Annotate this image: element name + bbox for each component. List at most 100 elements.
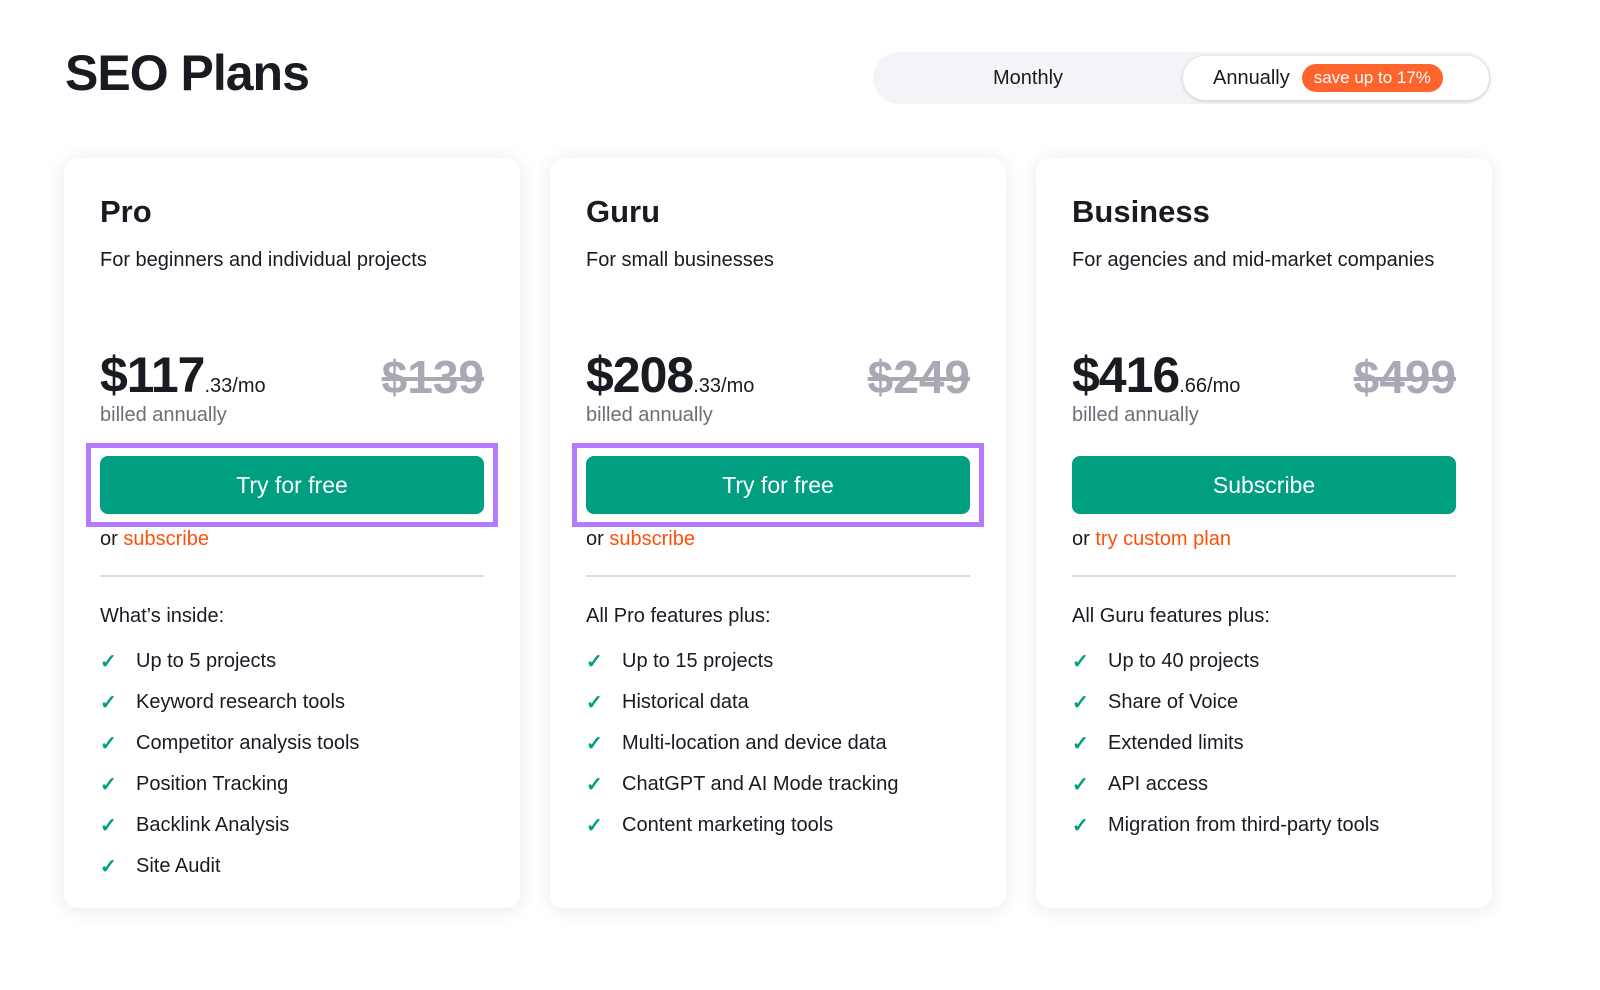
- price: $416.66/mo: [1072, 347, 1240, 403]
- feature-label: Competitor analysis tools: [136, 732, 360, 754]
- alt-link[interactable]: subscribe: [609, 528, 695, 550]
- old-price: $249: [867, 351, 970, 403]
- or-text: or: [1072, 528, 1090, 550]
- feature-label: Up to 40 projects: [1108, 650, 1260, 672]
- feature-label: Content marketing tools: [622, 814, 834, 836]
- check-icon: ✓: [100, 815, 117, 837]
- feature-label: Site Audit: [136, 855, 221, 877]
- feature-label: Backlink Analysis: [136, 814, 290, 836]
- check-icon: ✓: [1072, 692, 1089, 714]
- divider: [100, 575, 484, 577]
- alt-option: or try custom plan: [1072, 528, 1456, 551]
- plan-card-business: Business For agencies and mid-market com…: [1036, 158, 1492, 908]
- toggle-monthly[interactable]: Monthly: [992, 67, 1064, 89]
- features-heading: All Pro features plus:: [586, 605, 771, 627]
- price-row: $416.66/mo $499: [1072, 346, 1456, 406]
- plan-card-guru: Guru For small businesses $208.33/mo $24…: [550, 158, 1006, 908]
- alt-option: or subscribe: [100, 528, 484, 551]
- plan-description: For beginners and individual projects: [100, 249, 427, 271]
- or-text: or: [100, 528, 118, 550]
- page-title: SEO Plans: [65, 45, 310, 101]
- feature-item: ✓ Up to 40 projects: [1072, 641, 1456, 682]
- billing-toggle: Monthly Annually save up to 17%: [873, 52, 1491, 104]
- price-cents: .33/mo: [204, 375, 266, 397]
- price: $208.33/mo: [586, 347, 754, 403]
- features-heading: What’s inside:: [100, 605, 225, 627]
- plan-cta-button[interactable]: Try for free: [586, 456, 970, 514]
- feature-item: ✓ Extended limits: [1072, 723, 1456, 764]
- plan-name: Guru: [586, 194, 661, 229]
- highlight-box: [86, 443, 498, 527]
- feature-label: ChatGPT and AI Mode tracking: [622, 773, 899, 795]
- check-icon: ✓: [586, 651, 603, 673]
- check-icon: ✓: [586, 774, 603, 796]
- price-row: $117.33/mo $139: [100, 346, 484, 406]
- feature-label: Share of Voice: [1108, 691, 1239, 713]
- toggle-annually[interactable]: Annually save up to 17%: [1183, 56, 1489, 100]
- price-cents: .33/mo: [693, 375, 755, 397]
- feature-label: Position Tracking: [136, 773, 289, 795]
- plan-description: For agencies and mid-market companies: [1072, 249, 1435, 271]
- plan-name: Business: [1072, 194, 1210, 229]
- feature-item: ✓ Multi-location and device data: [586, 723, 970, 764]
- check-icon: ✓: [1072, 651, 1089, 673]
- check-icon: ✓: [1072, 815, 1089, 837]
- check-icon: ✓: [1072, 774, 1089, 796]
- price: $117.33/mo: [100, 347, 266, 403]
- feature-item: ✓ Share of Voice: [1072, 682, 1456, 723]
- feature-label: Historical data: [622, 691, 749, 713]
- feature-item: ✓ Historical data: [586, 682, 970, 723]
- plan-cta-button[interactable]: Subscribe: [1072, 456, 1456, 514]
- check-icon: ✓: [100, 774, 117, 796]
- feature-label: Extended limits: [1108, 732, 1244, 754]
- price-row: $208.33/mo $249: [586, 346, 970, 406]
- feature-item: ✓ ChatGPT and AI Mode tracking: [586, 764, 970, 805]
- plan-card-pro: Pro For beginners and individual project…: [64, 158, 520, 908]
- feature-item: ✓ Content marketing tools: [586, 805, 970, 846]
- price-cents: .66/mo: [1179, 375, 1241, 397]
- alt-option: or subscribe: [586, 528, 970, 551]
- feature-label: Keyword research tools: [136, 691, 345, 713]
- price-dollars: $208: [586, 347, 694, 403]
- plan-cta-button[interactable]: Try for free: [100, 456, 484, 514]
- feature-label: API access: [1108, 773, 1209, 795]
- plan-description: For small businesses: [586, 249, 774, 271]
- check-icon: ✓: [100, 692, 117, 714]
- check-icon: ✓: [100, 651, 117, 673]
- check-icon: ✓: [586, 692, 603, 714]
- savings-badge: save up to 17%: [1301, 64, 1443, 92]
- old-price: $139: [381, 351, 484, 403]
- feature-label: Up to 5 projects: [136, 650, 277, 672]
- divider: [586, 575, 970, 577]
- feature-item: ✓ Site Audit: [100, 846, 484, 887]
- billing-note: billed annually: [100, 404, 227, 426]
- alt-link[interactable]: try custom plan: [1095, 528, 1231, 550]
- feature-label: Up to 15 projects: [622, 650, 774, 672]
- check-icon: ✓: [100, 733, 117, 755]
- feature-item: ✓ Backlink Analysis: [100, 805, 484, 846]
- feature-label: Migration from third-party tools: [1108, 814, 1380, 836]
- or-text: or: [586, 528, 604, 550]
- feature-item: ✓ Position Tracking: [100, 764, 484, 805]
- billing-note: billed annually: [586, 404, 713, 426]
- feature-item: ✓ Up to 5 projects: [100, 641, 484, 682]
- feature-label: Multi-location and device data: [622, 732, 887, 754]
- feature-item: ✓ API access: [1072, 764, 1456, 805]
- feature-list: ✓ Up to 40 projects ✓ Share of Voice ✓ Extend…: [1072, 641, 1456, 846]
- divider: [1072, 575, 1456, 577]
- alt-link[interactable]: subscribe: [123, 528, 209, 550]
- check-icon: ✓: [586, 733, 603, 755]
- price-dollars: $117: [100, 347, 205, 403]
- price-dollars: $416: [1072, 347, 1180, 403]
- check-icon: ✓: [100, 856, 117, 878]
- feature-list: ✓ Up to 5 projects ✓ Keyword research tools…: [100, 641, 484, 887]
- features-heading: All Guru features plus:: [1072, 605, 1270, 627]
- feature-list: ✓ Up to 15 projects ✓ Historical data ✓ Multi…: [586, 641, 970, 846]
- billing-note: billed annually: [1072, 404, 1199, 426]
- feature-item: ✓ Competitor analysis tools: [100, 723, 484, 764]
- feature-item: ✓ Up to 15 projects: [586, 641, 970, 682]
- feature-item: ✓ Keyword research tools: [100, 682, 484, 723]
- feature-item: ✓ Migration from third-party tools: [1072, 805, 1456, 846]
- highlight-box: [572, 443, 984, 527]
- plan-name: Pro: [100, 194, 152, 229]
